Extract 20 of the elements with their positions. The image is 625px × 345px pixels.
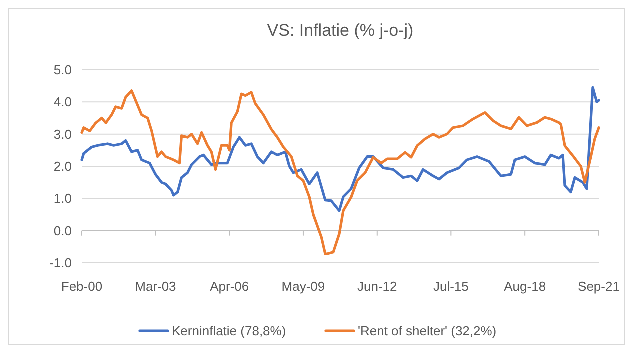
- y-tick-label: 5.0: [54, 62, 72, 78]
- x-tick-label: Aug-18: [504, 279, 546, 294]
- y-tick-label: 4.0: [54, 94, 72, 110]
- x-tick-label: Apr-06: [210, 279, 250, 294]
- x-tick-label: May-09: [282, 279, 326, 294]
- legend-label: 'Rent of shelter' (32,2%): [358, 324, 497, 339]
- y-tick-label: 1.0: [54, 191, 72, 206]
- x-tick-label: Feb-00: [61, 279, 103, 294]
- y-tick-label: 2.0: [54, 159, 72, 174]
- x-tick-label: Mar-03: [135, 279, 176, 294]
- y-tick-label: 3.0: [54, 126, 72, 142]
- y-tick-label: -1.0: [50, 256, 72, 271]
- y-tick-label: 0.0: [54, 223, 72, 238]
- x-tick-label: Jun-12: [358, 279, 398, 294]
- line-series: [80, 86, 600, 212]
- x-tick-label: Jul-15: [433, 279, 469, 294]
- x-tick-label: Sep-21: [578, 279, 620, 294]
- legend-label: Kerninflatie (78,8%): [172, 324, 286, 339]
- chart-title: VS: Inflatie (% j-o-j): [267, 21, 414, 40]
- line-series: [80, 90, 600, 256]
